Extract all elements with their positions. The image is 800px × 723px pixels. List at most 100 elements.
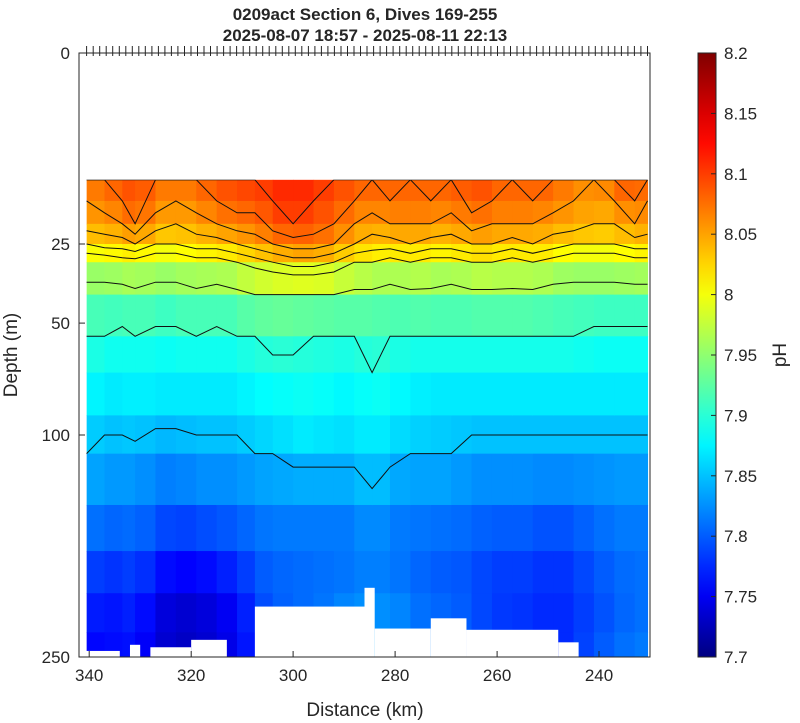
ph-cell — [471, 336, 493, 374]
ph-cell — [122, 415, 136, 455]
ph-cell — [196, 223, 218, 245]
bottom-gap — [150, 647, 192, 657]
ph-cell — [451, 415, 473, 455]
ph-cell — [512, 336, 534, 374]
ph-cell — [135, 336, 157, 374]
ph-cell — [86, 179, 106, 202]
plot-frame — [78, 52, 651, 658]
ph-cell — [491, 593, 513, 633]
ph-cell — [573, 200, 595, 225]
ph-cell — [86, 453, 106, 506]
ph-cell — [122, 372, 136, 416]
bottom-gap — [191, 639, 227, 657]
ph-cell — [614, 244, 636, 263]
ph-cell — [293, 372, 315, 416]
ph-cell — [573, 593, 595, 633]
ph-cell — [491, 372, 513, 416]
ph-cell — [313, 200, 335, 225]
ph-cell — [634, 294, 649, 337]
ph-cell — [573, 294, 595, 337]
contour-7.85 — [86, 428, 648, 490]
ph-cell — [410, 372, 432, 416]
ph-cell — [293, 551, 315, 594]
x-tick-label: 300 — [279, 666, 307, 685]
ph-cell — [86, 200, 106, 225]
ph-cell — [532, 551, 554, 594]
ph-cell — [593, 551, 615, 594]
ph-cell — [553, 262, 575, 296]
ph-cell — [389, 415, 411, 455]
ph-cell — [135, 179, 157, 202]
ph-cell — [634, 453, 649, 506]
colorbar-tick-label: 7.8 — [724, 527, 748, 546]
ph-cell — [430, 504, 452, 552]
ph-cell — [471, 179, 493, 202]
ph-cell — [216, 551, 238, 594]
bottom-gap — [558, 642, 579, 657]
ph-cell — [410, 415, 432, 455]
ph-cell — [122, 244, 136, 263]
ph-cell — [532, 223, 554, 245]
ph-cell — [532, 200, 554, 225]
ph-cell — [196, 593, 218, 633]
ph-cell — [175, 179, 197, 202]
colorbar-tick-label: 8.2 — [724, 44, 748, 63]
x-tick-label: 340 — [75, 666, 103, 685]
ph-cell — [254, 504, 274, 552]
ph-cell — [293, 244, 315, 263]
ph-cell — [532, 262, 554, 296]
ph-cell — [196, 504, 218, 552]
ph-cell — [389, 504, 411, 552]
ph-cell — [313, 372, 335, 416]
ph-cell — [532, 453, 554, 506]
ph-cell — [196, 200, 218, 225]
ph-cell — [104, 593, 123, 633]
ph-cell — [634, 504, 649, 552]
ph-cell — [354, 372, 373, 416]
plot-area — [79, 53, 650, 657]
ph-cell — [216, 504, 238, 552]
ph-cell — [471, 372, 493, 416]
ph-cell — [471, 262, 493, 296]
x-axis-label: Distance (km) — [306, 700, 423, 721]
ph-cell — [471, 593, 493, 633]
ph-cell — [614, 294, 636, 337]
ph-cell — [553, 372, 575, 416]
ph-cell — [272, 504, 294, 552]
ph-cell — [634, 223, 649, 245]
colorbar-tick-label: 8.15 — [724, 104, 757, 123]
ph-cell — [354, 551, 373, 594]
ph-cell — [614, 223, 636, 245]
contour-8.04 — [86, 223, 648, 259]
x-tick-label: 280 — [381, 666, 409, 685]
ph-cell — [593, 372, 615, 416]
ph-cell — [491, 294, 513, 337]
ph-cell — [553, 244, 575, 263]
ph-cell — [333, 244, 355, 263]
ph-cell — [491, 453, 513, 506]
ph-cell — [532, 336, 554, 374]
ph-cell — [512, 453, 534, 506]
ph-cell — [389, 453, 411, 506]
ph-cell — [104, 262, 123, 296]
ph-cell — [354, 200, 373, 225]
ph-cell — [471, 294, 493, 337]
ph-cell — [237, 632, 256, 657]
ph-cell — [86, 504, 106, 552]
ph-cell — [410, 262, 432, 296]
ph-cell — [634, 593, 649, 633]
ph-cell — [451, 244, 473, 263]
ph-cell — [471, 504, 493, 552]
ph-cell — [354, 223, 373, 245]
ph-cell — [237, 336, 256, 374]
ph-cell — [430, 200, 452, 225]
ph-cell — [237, 551, 256, 594]
ph-cell — [389, 551, 411, 594]
ph-cell — [634, 632, 649, 657]
y-axis-label: Depth (m) — [1, 313, 22, 397]
ph-cell — [372, 593, 391, 633]
ph-cell — [135, 372, 157, 416]
contour-8 — [86, 252, 648, 276]
ph-cell — [254, 294, 274, 337]
ph-cell — [614, 593, 636, 633]
